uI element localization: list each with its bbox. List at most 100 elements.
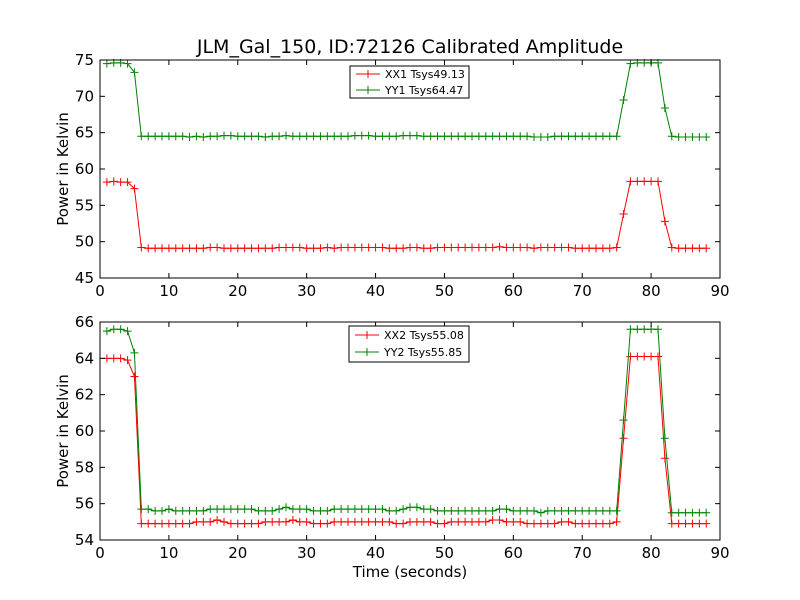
bottom-series-1-point xyxy=(468,506,476,515)
bottom-series-1-point xyxy=(702,508,711,517)
bottom-series-0-point xyxy=(371,517,380,526)
bottom-series-0-point xyxy=(158,519,166,528)
bottom-series-1-point xyxy=(557,506,566,515)
bottom-series-0-point xyxy=(592,519,600,528)
bottom-series-1-point xyxy=(674,508,683,517)
bottom-series-1-point xyxy=(261,506,270,515)
top-series-0-point xyxy=(502,243,511,252)
top-series-1-point xyxy=(592,132,600,141)
top-xtick-label: 0 xyxy=(95,282,105,300)
bottom-series-0-point xyxy=(275,517,284,526)
top-plot-area: 0 10 20 30 40 50 60 70 80 90 45 50 55 60 65 70 75 xyxy=(75,51,730,300)
top-series-1-point xyxy=(667,132,676,141)
bottom-legend-label-yy2: YY2 Tsys55.85 xyxy=(383,346,462,359)
top-ytick-label: 50 xyxy=(75,233,94,251)
bottom-series-1-point xyxy=(654,325,662,334)
top-series-1-point xyxy=(137,132,146,141)
top-series-0-point xyxy=(406,243,414,252)
top-ytick-label: 75 xyxy=(75,51,94,69)
top-legend-marker-xx1 xyxy=(364,70,372,78)
bottom-chart-xlabel: Time (seconds) xyxy=(352,563,468,581)
top-series-1-point xyxy=(543,133,552,142)
top-legend-entry-yy1: YY1 Tsys64.47 xyxy=(356,84,463,97)
top-series-0-point xyxy=(564,243,573,252)
bottom-series-0-point xyxy=(288,516,297,525)
top-series-0-point xyxy=(481,243,490,252)
bottom-chart-ylabel: Power in Kelvin xyxy=(54,374,72,488)
top-series-0-point xyxy=(654,177,662,186)
bottom-series-1-point xyxy=(295,505,304,514)
bottom-series-1-point xyxy=(364,505,373,514)
bottom-series-1-point xyxy=(419,505,428,514)
bottom-series-1-point xyxy=(433,506,442,515)
bottom-series-1-point xyxy=(660,434,669,443)
top-series-1-point xyxy=(426,132,435,141)
top-series-1-point xyxy=(213,132,222,141)
top-series-0-point xyxy=(557,243,566,252)
top-series-0-point xyxy=(268,244,277,253)
top-series-0-point xyxy=(516,243,525,252)
bottom-series-0-point xyxy=(516,517,525,526)
bottom-series-1-point xyxy=(316,506,325,515)
top-series-1-point xyxy=(185,133,194,142)
bottom-series-1-point xyxy=(213,505,222,514)
top-series-0-point xyxy=(392,244,401,253)
top-series-0-point xyxy=(337,243,346,252)
top-series-0-point xyxy=(247,244,256,253)
top-series-1-point xyxy=(171,132,180,141)
bottom-series-0-point xyxy=(647,352,656,361)
bottom-series-1-point xyxy=(605,506,614,515)
top-series-1-point xyxy=(158,132,166,141)
bottom-series-1-point xyxy=(185,506,194,515)
bottom-legend-marker-xx2 xyxy=(363,331,371,339)
top-series-1-point xyxy=(702,133,711,142)
top-series-0-point xyxy=(461,243,470,252)
top-series-1-point xyxy=(392,132,401,141)
top-series-0-point xyxy=(109,177,118,186)
top-series-1-point xyxy=(605,132,614,141)
bottom-series-1-point xyxy=(509,506,518,515)
top-series-0-point xyxy=(660,217,669,226)
bottom-series-1-point xyxy=(275,505,284,514)
bottom-series-0-point xyxy=(612,517,621,526)
bottom-series-0-point xyxy=(130,372,139,381)
top-xtick-label: 70 xyxy=(573,282,592,300)
top-series-1-point xyxy=(523,132,532,141)
bottom-ytick-label: 66 xyxy=(75,313,94,331)
bottom-series-1-point xyxy=(543,506,552,515)
bottom-series-1-point xyxy=(426,505,435,514)
bottom-series-0-point xyxy=(543,519,552,528)
bottom-series-0-point xyxy=(447,517,456,526)
top-series-1-point xyxy=(447,132,456,141)
top-series-1-point xyxy=(247,132,256,141)
top-series-0-point xyxy=(447,243,456,252)
bottom-series-0-point xyxy=(344,517,352,526)
bottom-series-1-point xyxy=(337,505,346,514)
bottom-xtick-label: 50 xyxy=(435,544,454,562)
bottom-ytick-label: 58 xyxy=(75,458,94,476)
bottom-series-1-point xyxy=(454,506,463,515)
top-series-0-point xyxy=(350,243,359,252)
bottom-series-1-point xyxy=(695,508,704,517)
top-series-0-point xyxy=(536,243,545,252)
top-series-1-point xyxy=(454,132,463,141)
top-series-1-point xyxy=(557,132,566,141)
top-series-1-point xyxy=(350,131,359,140)
top-series-1-point xyxy=(495,132,504,141)
bottom-series-0-point xyxy=(468,517,476,526)
bottom-series-0-point xyxy=(426,517,435,526)
bottom-xtick-label: 60 xyxy=(504,544,523,562)
top-series-0-point xyxy=(468,243,476,252)
bottom-series-0-point xyxy=(536,519,545,528)
bottom-series-1-point xyxy=(144,505,153,514)
bottom-series-1-point xyxy=(123,327,132,336)
top-series-1-point xyxy=(385,132,394,141)
bottom-series-0-point xyxy=(702,519,711,528)
bottom-series-0-point xyxy=(316,519,325,528)
bottom-series-0-point xyxy=(585,519,594,528)
top-series-1-point xyxy=(233,132,242,141)
bottom-series-1-point xyxy=(220,505,228,514)
bottom-legend: XX2 Tsys55.08 YY2 Tsys55.85 xyxy=(348,325,470,363)
bottom-series-1-point xyxy=(158,506,166,515)
top-series-0-point xyxy=(275,243,284,252)
